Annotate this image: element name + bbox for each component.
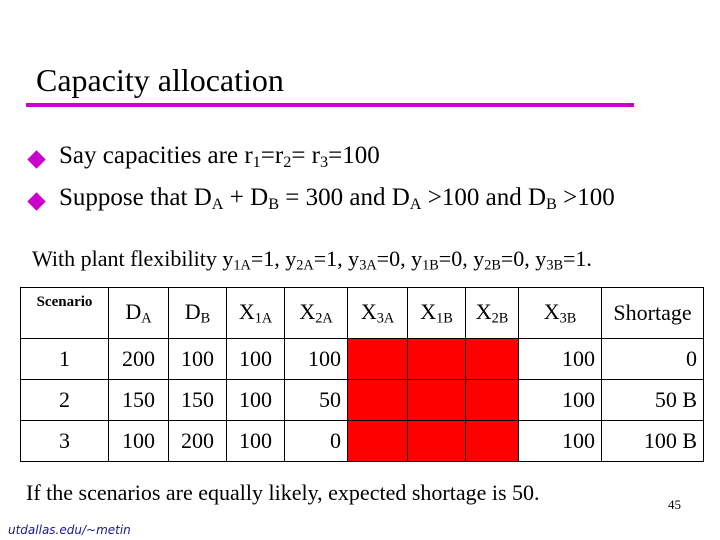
bullet-text: Say capacities are r1=r2= r3=100	[59, 142, 380, 172]
header-x3a: X3A	[347, 287, 408, 339]
cell-x3a-highlight	[347, 379, 408, 421]
cell-x3b: 100	[518, 338, 602, 380]
cell-x2b-highlight	[465, 379, 519, 421]
bullet-list: Say capacities are r1=r2= r3=100 Suppose…	[22, 138, 615, 222]
cell-x3b: 100	[518, 420, 602, 462]
table-row: 2 150 150 100 50 100 50 B	[20, 379, 704, 421]
header-x3b: X3B	[518, 287, 602, 339]
cell-x2b-highlight	[465, 338, 519, 380]
cell-shortage: 0	[601, 338, 704, 380]
cell-da: 200	[108, 338, 169, 380]
cell-x1b-highlight	[407, 379, 466, 421]
cell-da: 150	[108, 379, 169, 421]
cell-scenario: 3	[20, 420, 109, 462]
cell-scenario: 1	[20, 338, 109, 380]
header-x2a: X2A	[284, 287, 348, 339]
bullet-item-demand: Suppose that DA + DB = 300 and DA >100 a…	[22, 180, 615, 222]
cell-shortage: 100 B	[601, 420, 704, 462]
cell-x2a: 0	[284, 420, 348, 462]
cell-x1a: 100	[226, 420, 285, 462]
header-scenario: Scenario	[20, 287, 109, 339]
header-x1a: X1A	[226, 287, 285, 339]
header-x1b: X1B	[407, 287, 466, 339]
header-db: DB	[168, 287, 227, 339]
cell-x3b: 100	[518, 379, 602, 421]
cell-x2a: 50	[284, 379, 348, 421]
cell-x3a-highlight	[347, 420, 408, 462]
cell-x1a: 100	[226, 338, 285, 380]
table-header-row: Scenario DA DB X1A X2A X3A X1B X2B X3B S…	[20, 287, 704, 339]
bullet-item-capacities: Say capacities are r1=r2= r3=100	[22, 138, 615, 180]
cell-x3a-highlight	[347, 338, 408, 380]
allocation-table: Scenario DA DB X1A X2A X3A X1B X2B X3B S…	[20, 287, 704, 462]
bullet-text: Suppose that DA + DB = 300 and DA >100 a…	[59, 184, 615, 214]
table-row: 1 200 100 100 100 100 0	[20, 338, 704, 380]
cell-x1b-highlight	[407, 420, 466, 462]
cell-db: 100	[168, 338, 227, 380]
plant-flexibility-statement: With plant flexibility y1A=1, y2A=1, y3A…	[32, 246, 592, 274]
header-x2b: X2B	[465, 287, 519, 339]
header-shortage: Shortage	[601, 287, 704, 339]
page-number: 45	[668, 497, 681, 512]
slide-title: Capacity allocation	[36, 62, 284, 98]
cell-x2b-highlight	[465, 420, 519, 462]
cell-x2a: 100	[284, 338, 348, 380]
cell-db: 150	[168, 379, 227, 421]
source-credit: utdallas.edu/~metin	[8, 523, 131, 537]
cell-scenario: 2	[20, 379, 109, 421]
cell-db: 200	[168, 420, 227, 462]
header-da: DA	[108, 287, 169, 339]
title-underline	[26, 103, 634, 107]
diamond-bullet-icon	[27, 191, 46, 211]
cell-da: 100	[108, 420, 169, 462]
cell-shortage: 50 B	[601, 379, 704, 421]
cell-x1a: 100	[226, 379, 285, 421]
expected-shortage-note: If the scenarios are equally likely, exp…	[26, 480, 540, 505]
diamond-bullet-icon	[27, 149, 46, 169]
cell-x1b-highlight	[407, 338, 466, 380]
table-row: 3 100 200 100 0 100 100 B	[20, 420, 704, 462]
